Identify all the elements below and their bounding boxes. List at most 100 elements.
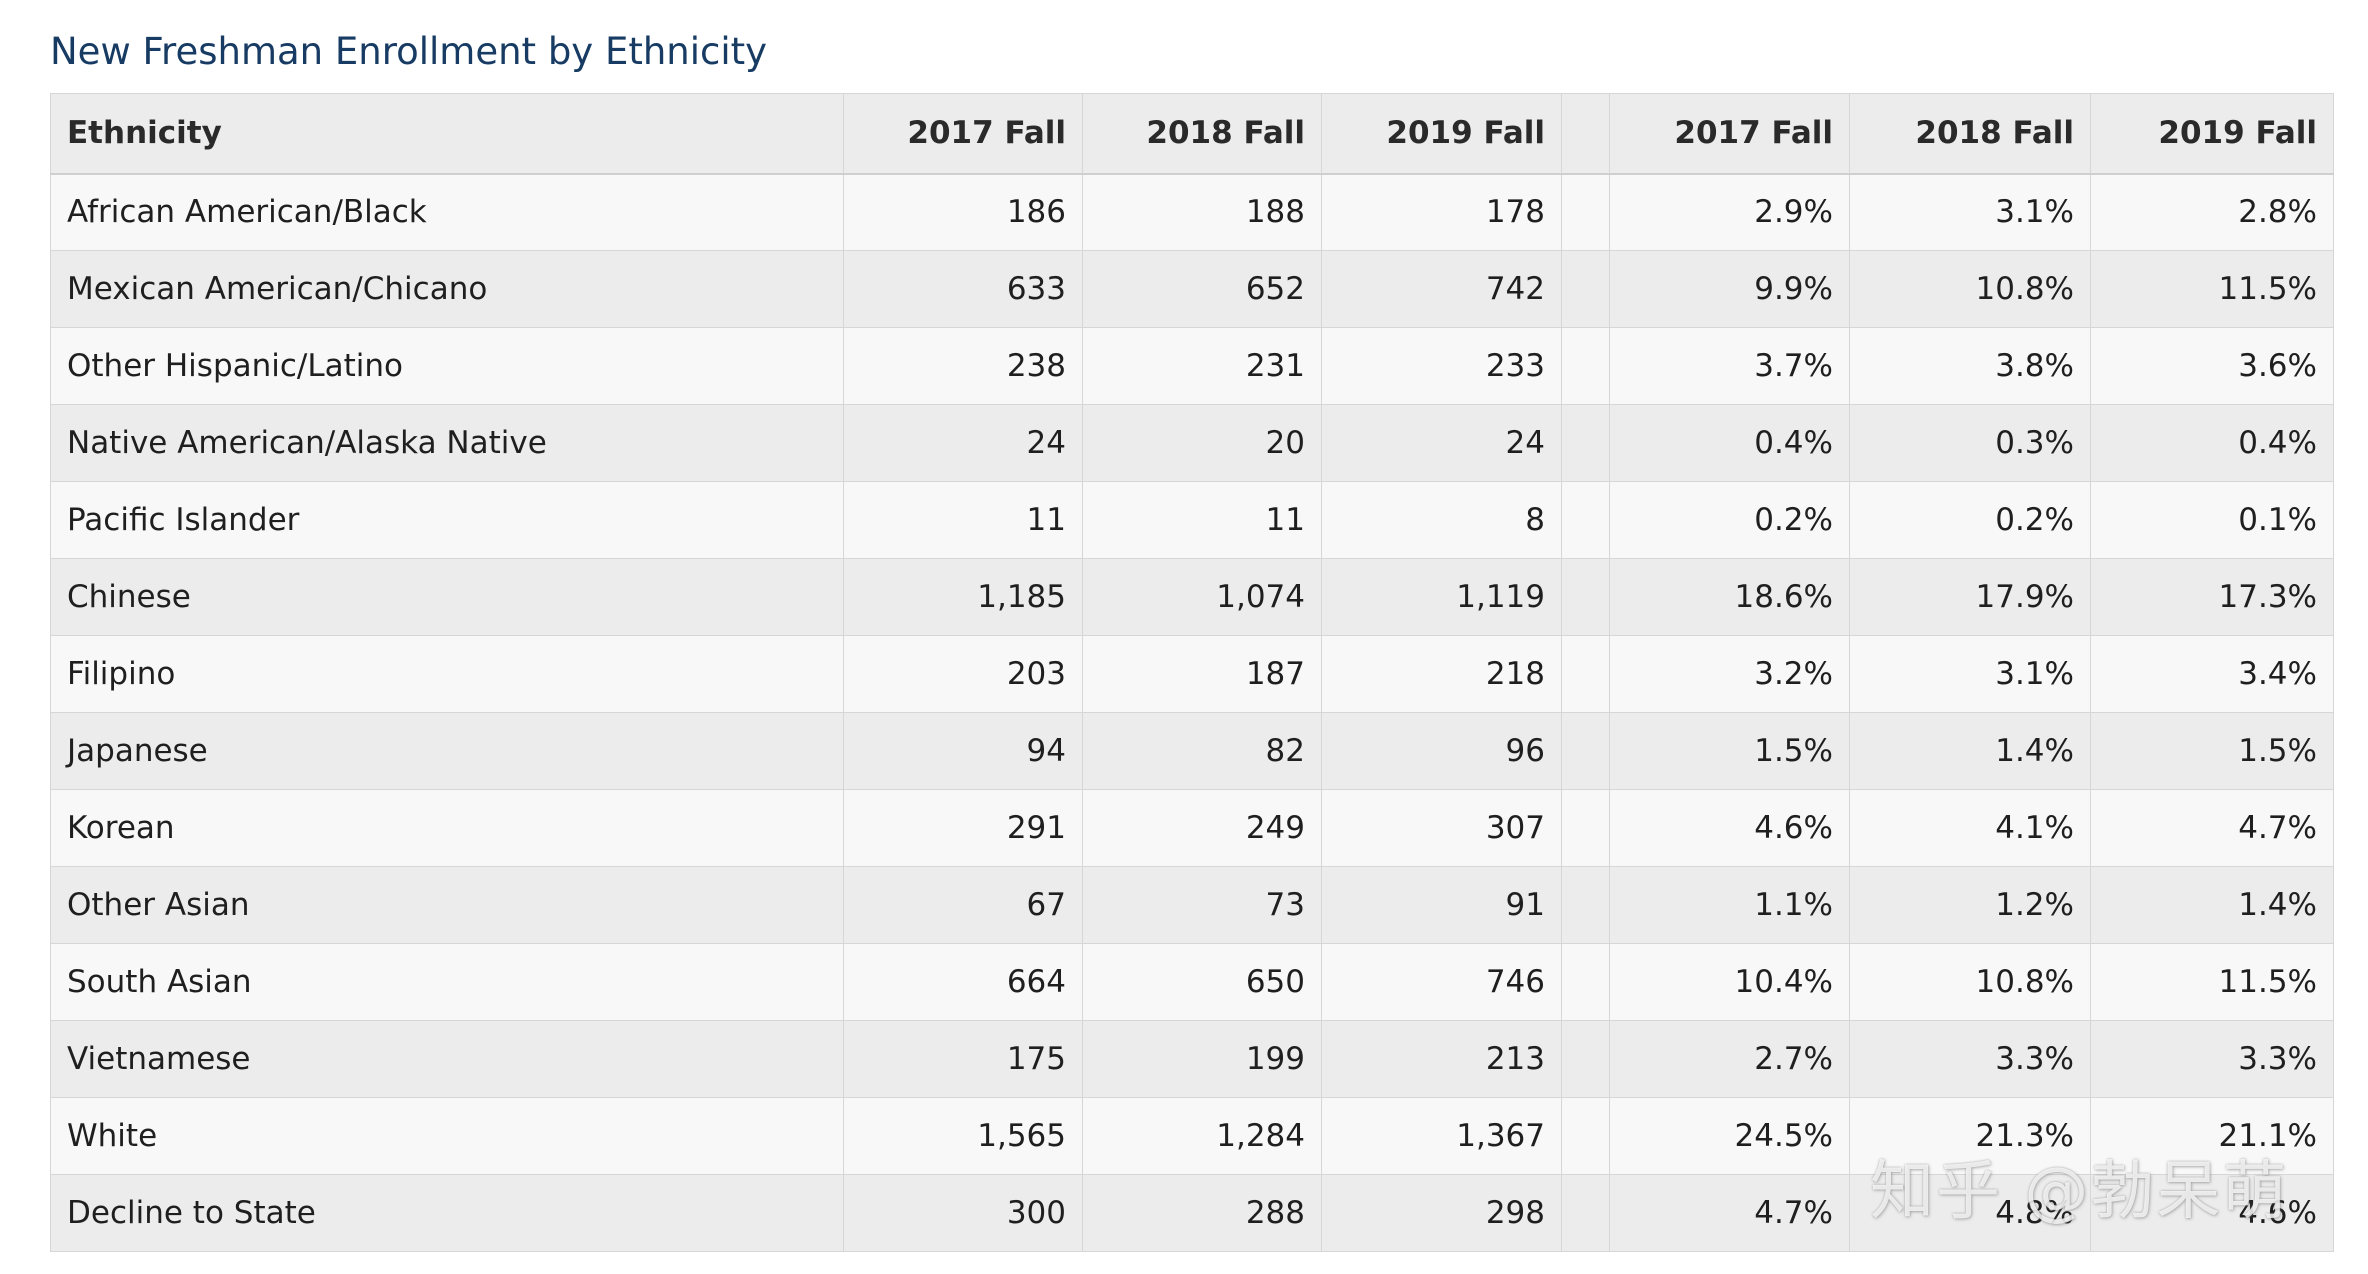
pct-2018-cell: 10.8%	[1849, 943, 2091, 1021]
ethnicity-cell: Vietnamese	[50, 1020, 844, 1098]
spacer-cell	[1561, 250, 1610, 328]
pct-2019-cell: 0.1%	[2090, 481, 2334, 559]
count-2017-cell: 203	[843, 635, 1083, 713]
ethnicity-cell: South Asian	[50, 943, 844, 1021]
pct-2017-cell: 3.2%	[1609, 635, 1850, 713]
column-header-count-2018: 2018 Fall	[1082, 93, 1322, 175]
pct-2019-cell: 3.4%	[2090, 635, 2334, 713]
count-2018-cell: 1,074	[1082, 558, 1322, 636]
pct-2018-cell: 17.9%	[1849, 558, 2091, 636]
pct-2017-cell: 24.5%	[1609, 1097, 1850, 1175]
pct-2019-cell: 1.5%	[2090, 712, 2334, 790]
spacer-cell	[1561, 481, 1610, 559]
pct-2018-cell: 10.8%	[1849, 250, 2091, 328]
count-2019-cell: 218	[1321, 635, 1562, 713]
pct-2019-cell: 2.8%	[2090, 173, 2334, 251]
count-2019-cell: 298	[1321, 1174, 1562, 1252]
pct-2018-cell: 3.1%	[1849, 635, 2091, 713]
count-2017-cell: 238	[843, 327, 1083, 405]
table-row: Mexican American/Chicano 633 652 742 9.9% 10.…	[50, 250, 2334, 328]
pct-2017-cell: 2.9%	[1609, 173, 1850, 251]
pct-2018-cell: 21.3%	[1849, 1097, 2091, 1175]
spacer-cell	[1561, 712, 1610, 790]
pct-2017-cell: 0.4%	[1609, 404, 1850, 482]
table-row: Chinese 1,185 1,074 1,119 18.6% 17.9% 17.3%	[50, 558, 2334, 636]
count-2017-cell: 300	[843, 1174, 1083, 1252]
column-header-pct-2018: 2018 Fall	[1849, 93, 2091, 175]
spacer-cell	[1561, 327, 1610, 405]
count-2019-cell: 742	[1321, 250, 1562, 328]
ethnicity-cell: Chinese	[50, 558, 844, 636]
count-2019-cell: 96	[1321, 712, 1562, 790]
pct-2018-cell: 3.3%	[1849, 1020, 2091, 1098]
table-row: Native American/Alaska Native 24 20 24 0.4% 0…	[50, 404, 2334, 482]
pct-2019-cell: 3.6%	[2090, 327, 2334, 405]
pct-2018-cell: 0.3%	[1849, 404, 2091, 482]
pct-2019-cell: 4.7%	[2090, 789, 2334, 867]
count-2017-cell: 175	[843, 1020, 1083, 1098]
table-row: Other Hispanic/Latino 238 231 233 3.7% 3.8% 3.…	[50, 327, 2334, 405]
table-row: Korean 291 249 307 4.6% 4.1% 4.7%	[50, 789, 2334, 867]
count-2019-cell: 213	[1321, 1020, 1562, 1098]
pct-2019-cell: 11.5%	[2090, 250, 2334, 328]
count-2019-cell: 91	[1321, 866, 1562, 944]
count-2018-cell: 199	[1082, 1020, 1322, 1098]
spacer-cell	[1561, 173, 1610, 251]
table-row: Filipino 203 187 218 3.2% 3.1% 3.4%	[50, 635, 2334, 713]
count-2018-cell: 11	[1082, 481, 1322, 559]
count-2018-cell: 652	[1082, 250, 1322, 328]
count-2017-cell: 664	[843, 943, 1083, 1021]
count-2018-cell: 231	[1082, 327, 1322, 405]
count-2018-cell: 20	[1082, 404, 1322, 482]
pct-2019-cell: 17.3%	[2090, 558, 2334, 636]
table-row: African American/Black 186 188 178 2.9% 3.1% 2…	[50, 173, 2334, 251]
count-2019-cell: 307	[1321, 789, 1562, 867]
count-2018-cell: 288	[1082, 1174, 1322, 1252]
spacer-cell	[1561, 558, 1610, 636]
table-row: Other Asian 67 73 91 1.1% 1.2% 1.4%	[50, 866, 2334, 944]
pct-2017-cell: 1.1%	[1609, 866, 1850, 944]
ethnicity-cell: Mexican American/Chicano	[50, 250, 844, 328]
table-row: Vietnamese 175 199 213 2.7% 3.3% 3.3%	[50, 1020, 2334, 1098]
count-2017-cell: 633	[843, 250, 1083, 328]
spacer-cell	[1561, 1020, 1610, 1098]
pct-2018-cell: 3.8%	[1849, 327, 2091, 405]
ethnicity-cell: African American/Black	[50, 173, 844, 251]
table-row: Pacific Islander 11 11 8 0.2% 0.2% 0.1%	[50, 481, 2334, 559]
enrollment-table-container: Ethnicity 2017 Fall 2018 Fall 2019 Fall …	[50, 93, 2334, 1252]
count-2017-cell: 186	[843, 173, 1083, 251]
column-header-spacer	[1561, 93, 1610, 175]
pct-2017-cell: 3.7%	[1609, 327, 1850, 405]
count-2017-cell: 94	[843, 712, 1083, 790]
count-2019-cell: 1,367	[1321, 1097, 1562, 1175]
column-header-ethnicity: Ethnicity	[50, 93, 844, 175]
count-2019-cell: 24	[1321, 404, 1562, 482]
pct-2017-cell: 18.6%	[1609, 558, 1850, 636]
pct-2018-cell: 1.2%	[1849, 866, 2091, 944]
ethnicity-cell: Japanese	[50, 712, 844, 790]
pct-2019-cell: 3.3%	[2090, 1020, 2334, 1098]
pct-2019-cell: 21.1%	[2090, 1097, 2334, 1175]
count-2019-cell: 1,119	[1321, 558, 1562, 636]
ethnicity-cell: Pacific Islander	[50, 481, 844, 559]
pct-2018-cell: 4.8%	[1849, 1174, 2091, 1252]
spacer-cell	[1561, 943, 1610, 1021]
count-2017-cell: 11	[843, 481, 1083, 559]
count-2017-cell: 24	[843, 404, 1083, 482]
spacer-cell	[1561, 866, 1610, 944]
table-row: Japanese 94 82 96 1.5% 1.4% 1.5%	[50, 712, 2334, 790]
column-header-count-2017: 2017 Fall	[843, 93, 1083, 175]
count-2019-cell: 746	[1321, 943, 1562, 1021]
count-2018-cell: 82	[1082, 712, 1322, 790]
pct-2017-cell: 0.2%	[1609, 481, 1850, 559]
column-header-pct-2019: 2019 Fall	[2090, 93, 2334, 175]
spacer-cell	[1561, 1174, 1610, 1252]
count-2018-cell: 650	[1082, 943, 1322, 1021]
pct-2019-cell: 1.4%	[2090, 866, 2334, 944]
table-row: White 1,565 1,284 1,367 24.5% 21.3% 21.1%	[50, 1097, 2334, 1175]
spacer-cell	[1561, 635, 1610, 713]
count-2019-cell: 178	[1321, 173, 1562, 251]
page-title: New Freshman Enrollment by Ethnicity	[50, 30, 768, 73]
ethnicity-cell: Decline to State	[50, 1174, 844, 1252]
enrollment-table: Ethnicity 2017 Fall 2018 Fall 2019 Fall …	[50, 93, 2334, 1252]
